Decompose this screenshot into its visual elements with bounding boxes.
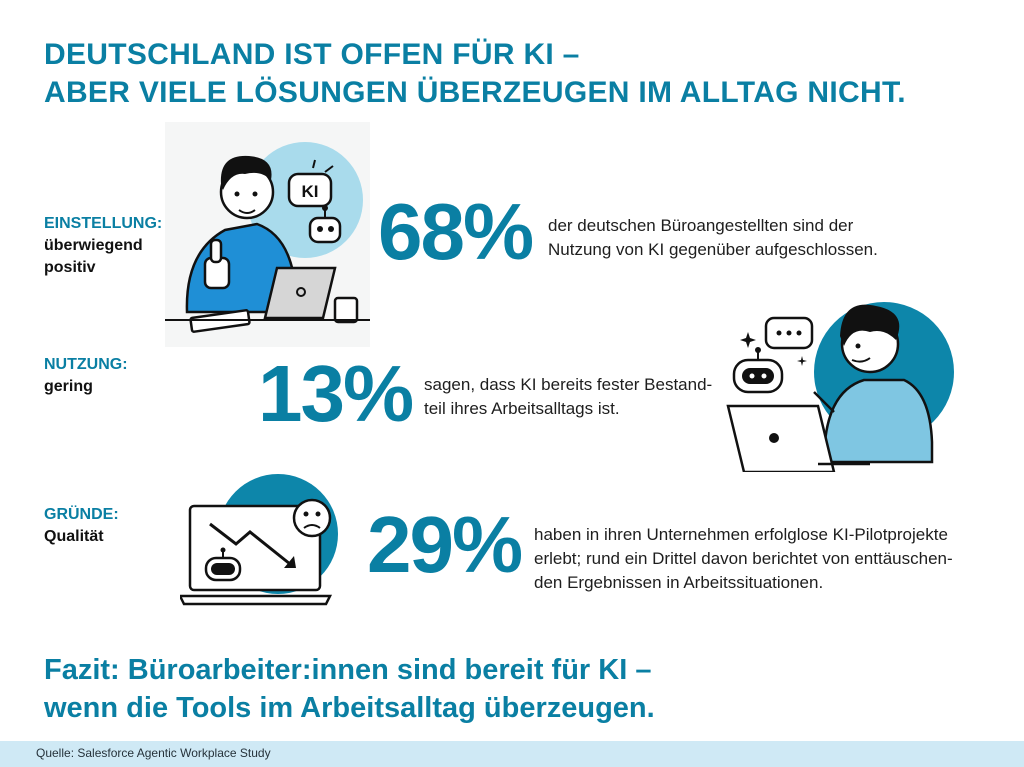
conclusion: Fazit: Büroarbeiter:innen sind bereit fü… [44, 651, 944, 727]
usage-description-line-2: teil ihres Arbeitsalltags ist. [424, 399, 620, 418]
reasons-description-line-1: haben in ihren Unternehmen erfolglose KI… [534, 525, 948, 544]
conclusion-line-1: Fazit: Büroarbeiter:innen sind bereit fü… [44, 654, 652, 686]
sad-face-icon [292, 498, 332, 538]
usage-stat: 13% [258, 349, 414, 438]
usage-label: NUTZUNG: [44, 356, 128, 373]
reasons-stat: 29% [367, 500, 523, 589]
robot-icon [204, 547, 242, 582]
reasons-description: haben in ihren Unternehmen erfolglose KI… [534, 523, 953, 595]
attitude-description-line-1: der deutschen Büroangestellten sind der [548, 216, 854, 235]
failing-ai-laptop-illustration [180, 474, 338, 606]
reasons-description-line-2: erlebt; rund ein Drittel davon berichtet… [534, 549, 953, 568]
attitude-description-line-2: Nutzung von KI gegenüber aufgeschlossen. [548, 240, 878, 259]
headline-line-1: DEUTSCHLAND IST OFFEN FÜR KI – [44, 38, 580, 71]
laptop-worker-illustration [726, 302, 954, 472]
attitude-value-line-2: positiv [44, 259, 96, 276]
thumbs-up-icon [203, 238, 231, 290]
sparkle-icon [740, 332, 807, 366]
reasons-label: GRÜNDE: [44, 506, 119, 523]
conclusion-line-2: wenn die Tools im Arbeitsalltag überzeug… [44, 692, 655, 724]
attitude-value-line-1: überwiegend [44, 237, 143, 254]
attitude-stat: 68% [378, 187, 534, 276]
chat-bubble-icon [764, 316, 814, 350]
happy-worker-illustration: KI [165, 122, 370, 347]
usage-value: gering [44, 378, 93, 395]
source-text: Quelle: Salesforce Agentic Workplace Stu… [36, 746, 271, 760]
reasons-category: GRÜNDE: Qualität [44, 504, 119, 548]
usage-category: NUTZUNG: gering [44, 354, 128, 398]
usage-description: sagen, dass KI bereits fester Bestand- t… [424, 373, 712, 421]
reasons-value: Qualität [44, 528, 104, 545]
headline-line-2: ABER VIELE LÖSUNGEN ÜBERZEUGEN IM ALLTAG… [44, 76, 906, 109]
robot-icon [308, 205, 342, 244]
usage-description-line-1: sagen, dass KI bereits fester Bestand- [424, 375, 713, 394]
attitude-description: der deutschen Büroangestellten sind der … [548, 214, 878, 262]
footer: Quelle: Salesforce Agentic Workplace Stu… [0, 741, 1024, 767]
ki-speech-bubble-icon: KI [287, 159, 334, 208]
attitude-label: EINSTELLUNG: [44, 215, 163, 232]
trend-down-icon [209, 522, 296, 568]
reasons-description-line-3: den Ergebnissen in Arbeitssituationen. [534, 573, 824, 592]
headline: DEUTSCHLAND IST OFFEN FÜR KI – ABER VIEL… [44, 36, 984, 112]
robot-icon [732, 347, 784, 394]
ki-bubble-text: KI [302, 182, 319, 201]
attitude-category: EINSTELLUNG: überwiegend positiv [44, 213, 162, 279]
